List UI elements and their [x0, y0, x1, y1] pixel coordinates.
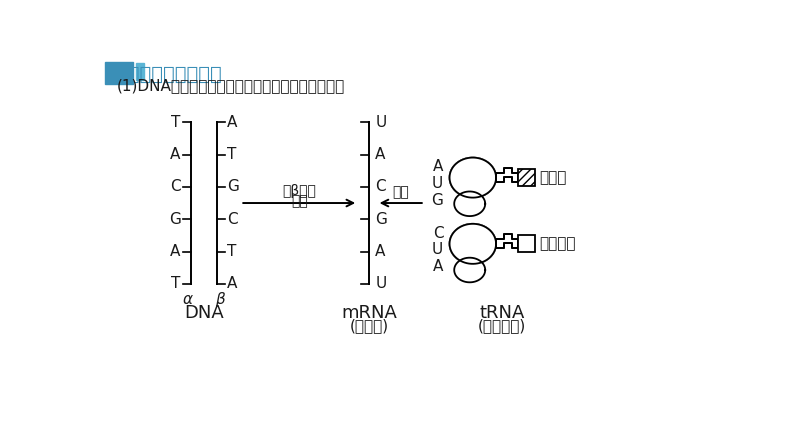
- Text: G: G: [375, 212, 387, 227]
- Text: C: C: [170, 179, 180, 194]
- Polygon shape: [449, 224, 496, 264]
- Text: A: A: [433, 159, 443, 174]
- Polygon shape: [454, 257, 485, 283]
- Text: A: A: [170, 147, 180, 162]
- Text: 识别: 识别: [392, 185, 409, 199]
- Text: β: β: [215, 291, 225, 307]
- Text: T: T: [227, 147, 237, 162]
- Text: A: A: [433, 259, 443, 274]
- Text: U: U: [375, 276, 387, 291]
- Polygon shape: [496, 168, 518, 182]
- Text: T: T: [227, 244, 237, 259]
- Text: (1)DNA上遗传信息、密码子、反密码子的对应关系: (1)DNA上遗传信息、密码子、反密码子的对应关系: [116, 78, 345, 93]
- Text: mRNA: mRNA: [341, 304, 397, 322]
- Text: G: G: [169, 212, 180, 227]
- Text: A: A: [375, 244, 386, 259]
- Text: 三、遗传信息的翻译: 三、遗传信息的翻译: [116, 65, 222, 84]
- Bar: [106, 62, 133, 84]
- Text: α: α: [183, 291, 193, 307]
- Text: (密码子): (密码子): [349, 318, 388, 333]
- Text: 天冬氨酸: 天冬氨酸: [539, 236, 576, 251]
- Text: U: U: [432, 242, 443, 257]
- Bar: [518, 169, 535, 186]
- Text: tRNA: tRNA: [480, 304, 525, 322]
- Bar: [136, 63, 145, 80]
- Text: U: U: [375, 115, 387, 130]
- Text: 模板: 模板: [291, 194, 307, 208]
- Text: A: A: [227, 276, 237, 291]
- Text: A: A: [375, 147, 386, 162]
- Text: A: A: [227, 115, 237, 130]
- Text: T: T: [172, 276, 180, 291]
- Text: U: U: [432, 176, 443, 191]
- Text: G: G: [227, 179, 239, 194]
- Text: (反密码子): (反密码子): [478, 318, 526, 333]
- Text: A: A: [170, 244, 180, 259]
- Text: G: G: [431, 193, 443, 208]
- Text: DNA: DNA: [184, 304, 224, 322]
- Polygon shape: [449, 158, 496, 198]
- Polygon shape: [454, 191, 485, 216]
- Polygon shape: [496, 234, 518, 249]
- Text: T: T: [172, 115, 180, 130]
- Text: C: C: [227, 212, 237, 227]
- Bar: [518, 236, 535, 252]
- Text: C: C: [433, 226, 443, 240]
- Text: 以β链为: 以β链为: [282, 184, 316, 198]
- Text: 酪氨酸: 酪氨酸: [539, 170, 567, 185]
- Text: C: C: [375, 179, 386, 194]
